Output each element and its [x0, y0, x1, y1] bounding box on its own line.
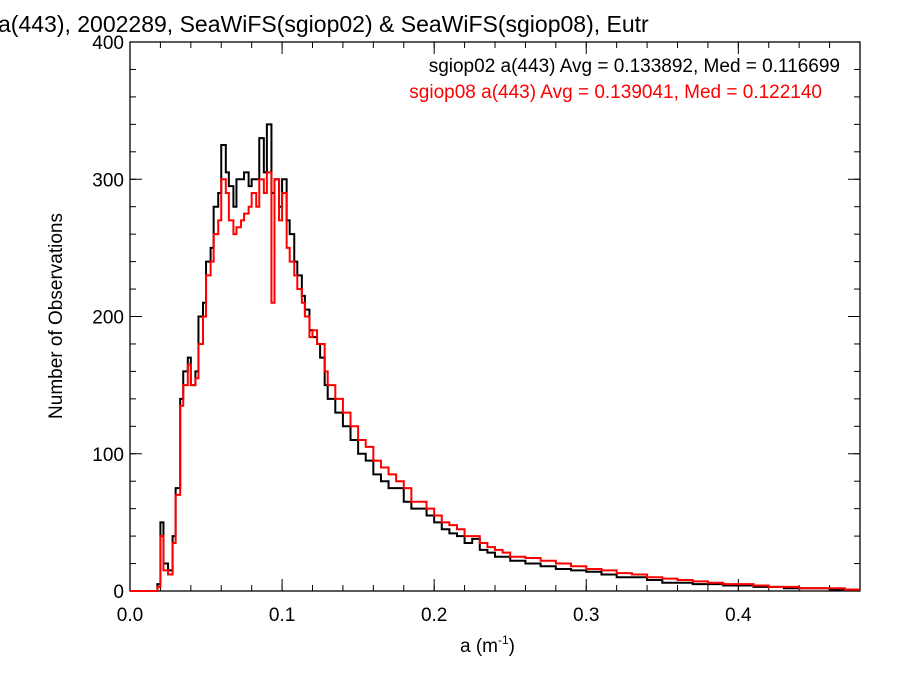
x-tick-label: 0.4	[725, 605, 752, 626]
x-tick-label: 0.2	[421, 605, 447, 626]
x-axis-label-sup: -1	[498, 633, 509, 647]
y-tick-label: 100	[92, 445, 124, 466]
legend-sgiop02: sgiop02 a(443) Avg = 0.133892, Med = 0.1…	[429, 56, 840, 77]
legend-sgiop08: sgiop08 a(443) Avg = 0.139041, Med = 0.1…	[409, 82, 822, 103]
series-layer	[130, 123, 860, 592]
tick-labels: 0.0 0.1 0.2 0.3 0.4 0 100 200 300 400	[92, 33, 752, 626]
axis-ticks	[129, 41, 861, 592]
y-tick-label: 400	[92, 33, 124, 54]
x-tick-label: 0.0	[117, 605, 143, 626]
series-line-sgiop02	[130, 123, 860, 592]
y-axis-label: Number of Observations	[46, 213, 67, 419]
y-tick-label: 300	[92, 170, 124, 191]
y-tick-label: 0	[113, 582, 124, 603]
x-axis-label-close: )	[509, 636, 515, 657]
y-tick-label: 200	[92, 308, 124, 329]
x-tick-label: 0.1	[269, 605, 295, 626]
x-axis-label-main: a (m	[460, 636, 498, 657]
x-axis-label: a (m-1)	[460, 633, 515, 657]
chart-title: a(443), 2002289, SeaWiFS(sgiop02) & SeaW…	[0, 11, 649, 37]
plot-frame	[129, 41, 861, 592]
x-tick-label: 0.3	[573, 605, 599, 626]
series-line-sgiop08	[130, 171, 860, 592]
